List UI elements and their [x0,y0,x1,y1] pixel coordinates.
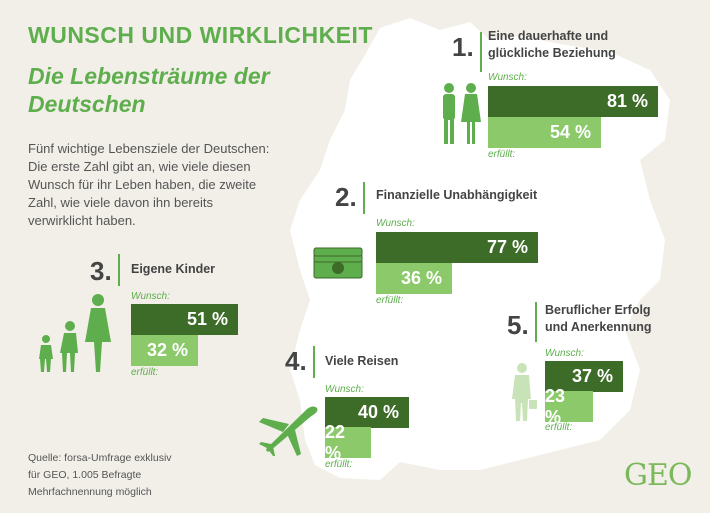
wish-label: Wunsch: [325,384,364,395]
source-line-2: für GEO, 1.005 Befragte [28,469,142,481]
wish-bar: 37 % [545,361,623,392]
goal-rank: 1. [452,32,474,62]
wish-value: 51 % [186,309,228,329]
done-value: 36 % [400,268,442,288]
divider [480,32,482,72]
done-value: 23 % [545,385,566,427]
goal-title-line-2: glückliche Beziehung [488,46,616,60]
infographic-title: WUNSCH UND WIRKLICHKEIT [28,22,373,48]
money-icon [313,247,363,279]
done-label: erfüllt: [545,422,573,433]
divider [535,302,537,342]
divider [118,254,120,286]
done-value: 54 % [549,122,591,142]
done-label: erfüllt: [376,295,404,306]
done-bar: 22 % [325,422,371,463]
wish-bar: 77 % [376,232,538,263]
wish-bar: 40 % [325,397,409,428]
geo-logo: GEO [624,458,692,493]
family-icon [39,294,111,372]
wish-value: 40 % [357,402,399,422]
goal-title-line-1: Viele Reisen [325,354,399,368]
goal-rank: 2. [335,182,357,212]
wish-bar: 81 % [488,86,658,117]
done-bar: 23 % [545,386,593,427]
businessman-icon [512,363,537,421]
couple-icon [443,83,481,144]
wish-value: 37 % [571,366,613,386]
source-line-3: Mehrfachnennung möglich [28,486,152,498]
goal-rank: 5. [507,310,529,340]
done-label: erfüllt: [325,459,353,470]
goal-title-line-1: Beruflicher Erfolg [545,303,651,317]
wish-label: Wunsch: [376,218,415,229]
wish-value: 81 % [606,91,648,111]
wish-label: Wunsch: [488,72,527,83]
goal-rank: 3. [90,256,112,286]
done-value: 22 % [325,421,346,463]
goal-title-line-1: Finanzielle Unabhängigkeit [376,188,538,202]
done-label: erfüllt: [488,149,516,160]
goal-title-line-2: und Anerkennung [545,320,652,334]
intro-text: Fünf wichtige Lebensziele der Deutschen:… [28,141,270,228]
source-line-1: Quelle: forsa-Umfrage exklusiv [28,452,172,464]
done-value: 32 % [146,340,188,360]
infographic-subtitle: Die Lebensträume der Deutschen [28,63,270,117]
wish-value: 77 % [486,237,528,257]
goal-title-line-1: Eine dauerhafte und [488,29,609,43]
wish-label: Wunsch: [131,291,170,302]
goal-rank: 4. [285,346,307,376]
done-bar: 54 % [488,117,601,148]
divider [313,346,315,378]
source-note: Quelle: forsa-Umfrage exklusiv für GEO, … [28,450,198,501]
goal-title-line-1: Eigene Kinder [131,262,216,276]
airplane-icon [259,406,318,456]
done-label: erfüllt: [131,367,159,378]
wish-bar: 51 % [131,304,238,335]
done-bar: 32 % [131,335,198,366]
wish-label: Wunsch: [545,348,584,359]
divider [363,182,365,214]
done-bar: 36 % [376,263,452,294]
